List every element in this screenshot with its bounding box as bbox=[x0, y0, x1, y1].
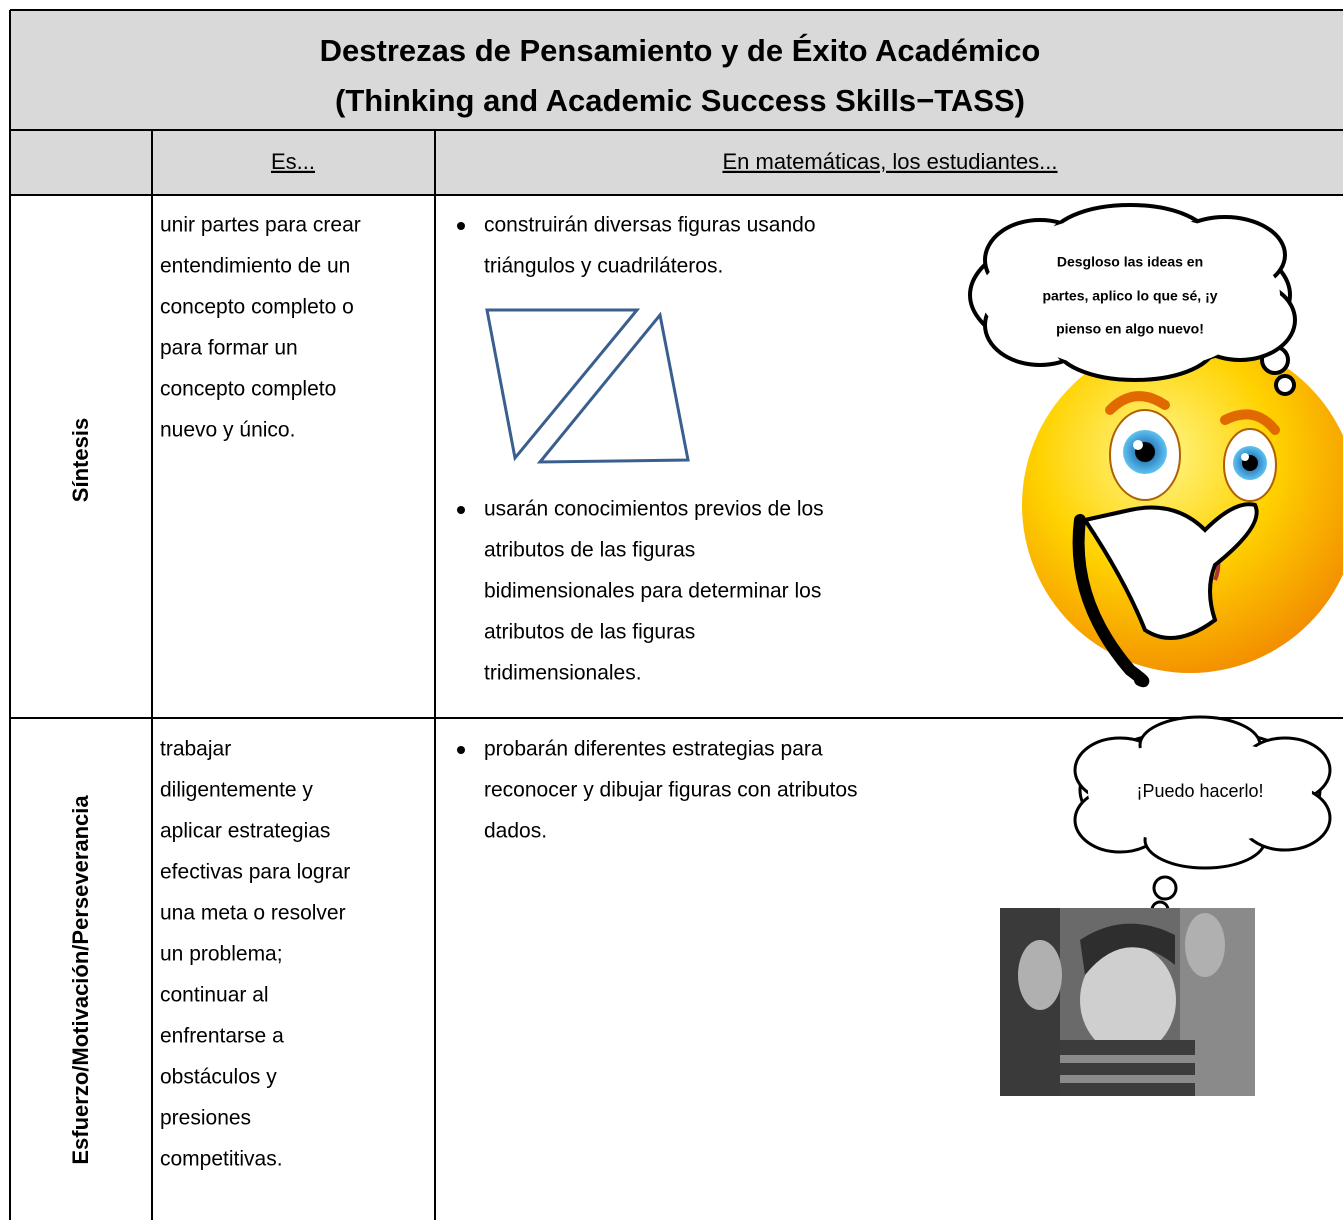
column-header: Es... bbox=[271, 149, 315, 174]
bullet bbox=[457, 222, 465, 230]
skill-label: Esfuerzo/Motivación/Perseverancia bbox=[68, 795, 93, 1165]
bullet-line: dados. bbox=[484, 820, 547, 843]
title-line: (Thinking and Academic Success Skills−TA… bbox=[335, 83, 1025, 118]
callout-text: ¡Puedo hacerlo! bbox=[1136, 781, 1263, 801]
description-line: concepto completo bbox=[160, 378, 336, 401]
description-line: diligentemente y bbox=[160, 779, 313, 802]
description-line: concepto completo o bbox=[160, 296, 354, 319]
triangles-illustration bbox=[485, 308, 690, 464]
bullet bbox=[457, 506, 465, 514]
description-line: presiones bbox=[160, 1107, 251, 1130]
bullet-line: usarán conocimientos previos de los bbox=[484, 498, 824, 521]
bullet-line: atributos de las figuras bbox=[484, 621, 695, 644]
bullet-line: probarán diferentes estrategias para bbox=[484, 738, 823, 761]
callout-text: partes, aplico lo que sé, ¡y bbox=[1042, 288, 1217, 304]
cloud-fill bbox=[1035, 300, 1235, 370]
description-line: entendimiento de un bbox=[160, 255, 350, 278]
description-line: enfrentarse a bbox=[160, 1025, 284, 1048]
description-line: trabajar bbox=[160, 738, 231, 761]
bullet-line: bidimensionales para determinar los bbox=[484, 580, 821, 603]
skill-label: Síntesis bbox=[68, 418, 93, 502]
description-line: un problema; bbox=[160, 943, 283, 966]
description-line: una meta o resolver bbox=[160, 902, 346, 925]
description-line: continuar al bbox=[160, 984, 269, 1007]
table-grid bbox=[9, 9, 1343, 1220]
callout-text: Desgloso las ideas en bbox=[1057, 254, 1203, 270]
photo bbox=[1000, 908, 1255, 1096]
column-header: En matemáticas, los estudiantes... bbox=[722, 149, 1057, 174]
title-line: Destrezas de Pensamiento y de Éxito Acad… bbox=[320, 33, 1041, 68]
description-line: aplicar estrategias bbox=[160, 820, 330, 843]
bullet-line: construirán diversas figuras usando bbox=[484, 214, 816, 237]
table-content: unir partes para crear entendimiento de u… bbox=[160, 214, 1218, 1171]
cloud-fill bbox=[1088, 740, 1312, 844]
bullet-line: tridimensionales. bbox=[484, 662, 642, 685]
description-line: efectivas para lograr bbox=[160, 861, 350, 884]
header-band bbox=[10, 10, 1343, 195]
description-line: para formar un bbox=[160, 337, 298, 360]
callout-text: pienso en algo nuevo! bbox=[1056, 321, 1204, 337]
bullet-line: atributos de las figuras bbox=[484, 539, 695, 562]
description-line: obstáculos y bbox=[160, 1066, 277, 1089]
cloud-fill bbox=[1020, 215, 1240, 295]
description-line: competitivas. bbox=[160, 1148, 283, 1171]
bullet-line: reconocer y dibujar figuras con atributo… bbox=[484, 779, 858, 802]
thinking-smiley bbox=[1022, 337, 1343, 688]
bullet-line: triángulos y cuadriláteros. bbox=[484, 255, 723, 278]
bullet bbox=[457, 746, 465, 754]
description-line: nuevo y único. bbox=[160, 419, 295, 442]
description-line: unir partes para crear bbox=[160, 214, 361, 237]
